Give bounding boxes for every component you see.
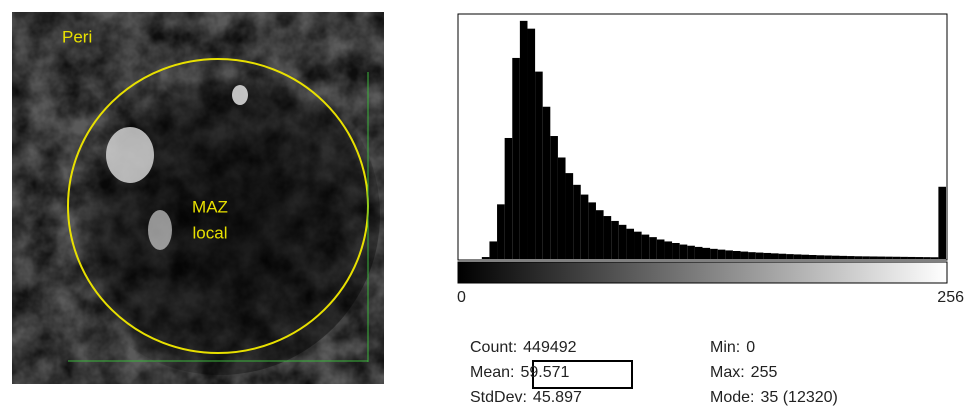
bar <box>702 247 711 259</box>
stat-value: 0 <box>746 339 755 356</box>
bar <box>862 256 870 259</box>
bar <box>519 20 528 259</box>
bar <box>824 255 832 259</box>
bar <box>497 204 505 259</box>
bar <box>649 237 657 259</box>
stat-label: Max: <box>710 364 745 381</box>
bar <box>923 257 931 259</box>
bar <box>634 231 642 259</box>
bar <box>892 256 901 259</box>
bar <box>573 184 581 259</box>
stat-value: 449492 <box>523 339 576 356</box>
bar <box>885 256 893 259</box>
bar <box>831 255 840 259</box>
bar <box>527 28 536 259</box>
bar <box>603 216 612 259</box>
bar <box>717 249 726 259</box>
bar <box>542 106 551 259</box>
bar <box>672 242 680 259</box>
bar <box>839 255 848 259</box>
bar <box>664 241 673 259</box>
stat-label: StdDev: <box>470 389 527 406</box>
bar <box>748 252 756 259</box>
bar <box>512 57 520 259</box>
region-label: Peri <box>62 27 92 46</box>
bar <box>687 245 695 259</box>
bar <box>755 252 764 259</box>
bar <box>793 254 802 259</box>
bar <box>580 194 589 259</box>
bar <box>626 228 635 259</box>
x-tick-label: 0 <box>457 289 466 306</box>
gray-ramp <box>457 261 948 284</box>
bar <box>504 137 513 259</box>
bar <box>611 220 619 259</box>
region-label: MAZ <box>192 197 228 216</box>
micrograph: Peri MAZ local <box>12 12 384 384</box>
bar <box>900 256 908 259</box>
x-tick-label: 256 <box>937 289 964 306</box>
bar <box>854 256 863 259</box>
stat-value: 59.571 <box>520 364 569 381</box>
bar <box>809 254 817 259</box>
bar <box>489 241 498 259</box>
bar <box>550 136 558 259</box>
bar <box>557 157 566 259</box>
bar <box>915 257 924 259</box>
stat-value: 35 (12320) <box>760 389 837 406</box>
bar <box>732 250 741 259</box>
bar <box>595 210 604 259</box>
bar <box>481 257 490 259</box>
bar <box>740 251 749 259</box>
region-label: local <box>193 223 228 242</box>
stat-value: 255 <box>751 364 778 381</box>
bar <box>565 173 574 259</box>
stat-label: Count: <box>470 339 517 356</box>
bar <box>907 256 916 259</box>
bar <box>786 254 794 259</box>
stat-label: Min: <box>710 339 740 356</box>
highlight-box <box>532 360 633 389</box>
stat-label: Mean: <box>470 364 514 381</box>
bar <box>641 234 650 259</box>
bar <box>816 255 825 259</box>
bar <box>938 186 946 259</box>
bar <box>588 202 596 259</box>
stat-label: Mode: <box>710 389 754 406</box>
bar <box>694 246 703 259</box>
bar <box>847 256 855 259</box>
bar <box>869 256 878 259</box>
bar <box>535 71 543 259</box>
bar <box>656 239 665 259</box>
bar <box>770 253 779 259</box>
bar <box>801 254 810 259</box>
bar <box>725 250 733 259</box>
bar <box>618 224 627 259</box>
bar <box>930 257 939 259</box>
bar <box>679 244 688 259</box>
stat-value: 45.897 <box>533 389 582 406</box>
bar <box>763 252 771 259</box>
bar <box>710 248 718 259</box>
bar <box>877 256 886 259</box>
bar <box>778 253 787 259</box>
